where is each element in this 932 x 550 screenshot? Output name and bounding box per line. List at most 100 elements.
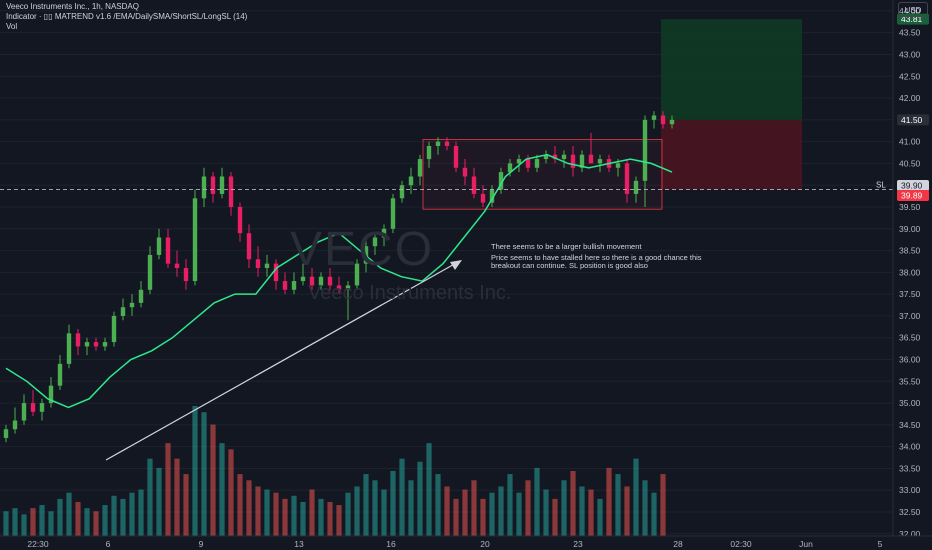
currency-button[interactable]: USD [898, 2, 928, 17]
volume-bar [642, 480, 648, 536]
target-price-badge: 43.81 [901, 14, 923, 24]
volume-bar [606, 467, 612, 536]
sl-line-label: SL [876, 181, 886, 190]
candle-body [498, 172, 504, 190]
breakout-note-line-1: Price seems to have stalled here so ther… [491, 253, 702, 262]
price-tick-label: 32.00 [899, 529, 921, 539]
legend-title[interactable]: Veeco Instruments Inc., 1h, NASDAQ [6, 2, 139, 11]
volume-bar [552, 498, 558, 536]
candle-body [57, 363, 63, 386]
volume-bar [462, 489, 468, 536]
candle-body [552, 154, 558, 160]
candle-body [525, 159, 531, 168]
price-tick-label: 44.00 [899, 6, 921, 16]
candle-body [192, 198, 198, 282]
volume-bar [534, 467, 540, 536]
candle-body [444, 141, 450, 146]
volume-bar [615, 474, 621, 536]
volume-bar [300, 501, 306, 536]
candle-body [237, 206, 243, 234]
candle-body [228, 176, 234, 207]
candle-body [426, 145, 432, 160]
volume-bar [525, 480, 531, 536]
volume-bar [471, 480, 477, 536]
chart-legend: Veeco Instruments Inc., 1h, NASDAQ Indic… [6, 2, 247, 32]
watermark-name: Veeco Instruments Inc. [308, 282, 512, 304]
long-position-zones [661, 19, 802, 190]
candle-body [669, 119, 675, 125]
price-tick-label: 39.50 [899, 202, 921, 212]
volume-bar [30, 508, 36, 536]
legend-indicator[interactable]: Indicator · ▯▯ MATREND v1.6 /EMA/DailySM… [6, 12, 248, 21]
candle-body [588, 154, 594, 164]
price-tick-label: 39.00 [899, 224, 921, 234]
candle-body [624, 163, 630, 194]
candle-body [399, 185, 405, 199]
price-tick-label: 33.00 [899, 485, 921, 495]
volume-bar [516, 492, 522, 536]
candle-body [480, 193, 486, 203]
sl-price-badge: 39.90 [901, 181, 923, 191]
volume-bar [147, 458, 153, 536]
current-price-badge: 41.50 [901, 115, 923, 125]
volume-bar [39, 505, 45, 536]
time-tick-label: 28 [673, 539, 683, 549]
candle-body [111, 315, 117, 343]
candle-body [390, 198, 396, 229]
legend-vol[interactable]: Vol [6, 22, 18, 31]
price-tick-label: 40.50 [899, 158, 921, 168]
volume-bar [138, 489, 144, 536]
volume-bar [129, 492, 135, 536]
volume-bar [192, 406, 198, 536]
volume-bar [237, 474, 243, 536]
bullish-arrow [105, 261, 459, 461]
volume-bar [498, 486, 504, 536]
volume-bar [489, 492, 495, 536]
volume-bar [219, 443, 225, 536]
volume-bar [633, 458, 639, 536]
volume-bar [579, 486, 585, 536]
candle-body [489, 189, 495, 203]
candle-body [48, 385, 54, 404]
time-tick-label: 9 [199, 539, 204, 549]
price-tick-label: 34.00 [899, 442, 921, 452]
volume-bar [273, 492, 279, 536]
candle-body [147, 254, 153, 290]
candle-body [507, 163, 513, 173]
price-tick-label: 33.50 [899, 463, 921, 473]
candle-body [138, 289, 144, 303]
candle-body [453, 145, 459, 168]
candle-body [291, 281, 297, 290]
volume-bar [174, 458, 180, 536]
candle-body [435, 141, 441, 146]
volume-bar [597, 498, 603, 536]
price-tick-label: 32.50 [899, 507, 921, 517]
bullish-note: There seems to be a larger bullish movem… [491, 242, 642, 251]
volume-bar [435, 474, 441, 536]
volume-bar [93, 511, 99, 536]
candle-body [561, 154, 567, 160]
volume-bar [255, 486, 261, 536]
candle-body [219, 176, 225, 194]
volume-bar [165, 443, 171, 536]
candle-body [462, 167, 468, 177]
volume-bar [57, 498, 63, 536]
candle-body [327, 276, 333, 286]
time-axis-bg [0, 536, 932, 550]
candle-body [174, 263, 180, 268]
breakout-note-line-2: breakout can continue. SL position is go… [491, 261, 648, 270]
volume-bar [282, 498, 288, 536]
candle-body [408, 176, 414, 186]
volume-bar [480, 498, 486, 536]
ema-line [5, 153, 673, 409]
candle-body [246, 233, 252, 260]
time-tick-label: 22:30 [27, 539, 49, 549]
candle-body [165, 237, 171, 264]
volume-bar [399, 458, 405, 536]
volume-bar [345, 492, 351, 536]
candle-body [615, 163, 621, 168]
candle-body [255, 259, 261, 268]
price-axis: 44.00 43.50 43.00 42.50 42.00 41.50 41.00 40.50… [892, 0, 932, 550]
volume-bar [75, 501, 81, 536]
